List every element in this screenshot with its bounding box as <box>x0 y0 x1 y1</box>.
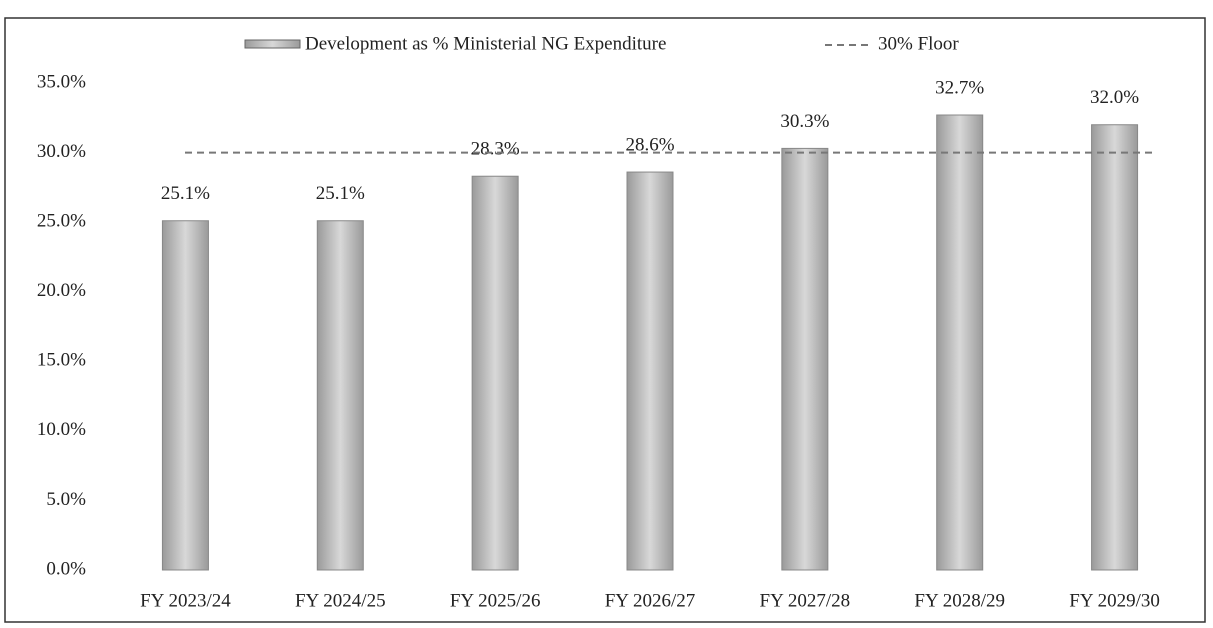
legend-swatch <box>244 39 301 49</box>
value-label: 32.0% <box>1090 87 1139 108</box>
y-tick-label: 15.0% <box>37 350 86 371</box>
value-label: 28.6% <box>625 134 674 155</box>
x-tick-label: FY 2029/30 <box>1069 590 1160 611</box>
value-label: 28.3% <box>471 139 520 160</box>
y-tick-label: 35.0% <box>37 71 86 92</box>
x-tick-label: FY 2025/26 <box>450 590 541 611</box>
bar <box>161 220 209 571</box>
value-label: 32.7% <box>935 77 984 98</box>
y-tick-label: 5.0% <box>46 489 86 510</box>
x-tick-label: FY 2028/29 <box>914 590 1005 611</box>
bar <box>1091 124 1139 571</box>
bar <box>781 147 829 571</box>
legend-label: 30% Floor <box>878 33 959 54</box>
y-tick-label: 20.0% <box>37 280 86 301</box>
bar <box>626 171 674 571</box>
value-label: 25.1% <box>161 183 210 204</box>
x-tick-label: FY 2026/27 <box>605 590 696 611</box>
y-tick-label: 30.0% <box>37 141 86 162</box>
bar <box>936 114 984 571</box>
x-tick-label: FY 2023/24 <box>140 590 231 611</box>
y-tick-label: 25.0% <box>37 211 86 232</box>
y-tick-label: 10.0% <box>37 419 86 440</box>
bar <box>471 175 519 571</box>
legend-label: Development as % Ministerial NG Expendit… <box>305 33 666 54</box>
y-tick-label: 0.0% <box>46 558 86 579</box>
bar <box>316 220 364 571</box>
x-tick-label: FY 2027/28 <box>760 590 851 611</box>
x-tick-label: FY 2024/25 <box>295 590 386 611</box>
value-label: 25.1% <box>316 183 365 204</box>
value-label: 30.3% <box>780 111 829 132</box>
